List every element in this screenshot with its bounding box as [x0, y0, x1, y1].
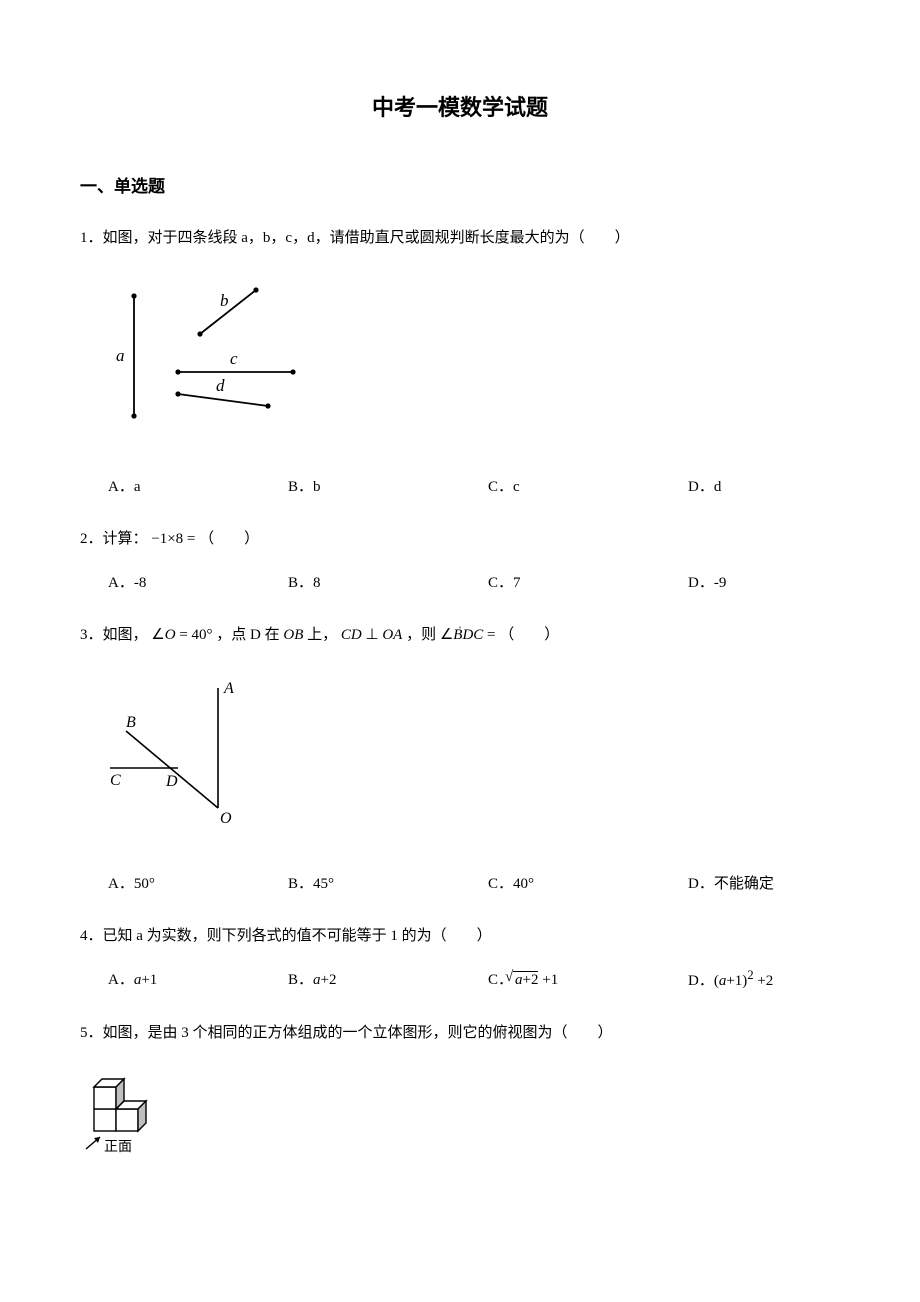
q4-c-tail: +1 — [538, 972, 558, 988]
q3-label-O: O — [220, 810, 232, 827]
q1-options: A．a B．b C．c D．d — [80, 475, 840, 496]
q5-figure: 正面 — [80, 1071, 840, 1171]
section-heading: 一、单选题 — [80, 172, 840, 197]
q3-label-C: C — [110, 772, 121, 789]
q3-figure: A B C D O — [108, 673, 840, 838]
q2-option-c: C．7 — [488, 571, 688, 592]
question-1: 1．如图，对于四条线段 a，b，c，d，请借助直尺或圆规判断长度最大的为（ ） … — [80, 225, 840, 496]
q4-a-val: a+1 — [134, 972, 157, 988]
q3-e4: ∠BDC = — [440, 627, 496, 643]
q2-option-b: B．8 — [288, 571, 488, 592]
q3-e1: ∠O = 40° — [151, 627, 212, 643]
q3-option-c: C．40° — [488, 872, 688, 893]
page-marker: ▪ — [459, 623, 462, 632]
q5-text: 5．如图，是由 3 个相同的正方体组成的一个立体图形，则它的俯视图为（ ） — [80, 1020, 840, 1047]
q1-label-a: a — [116, 346, 125, 365]
q3-p4: ，则 — [406, 627, 440, 643]
q5-front-label: 正面 — [104, 1140, 132, 1155]
q4-b-label: B． — [288, 972, 313, 988]
q4-d-val: (a+1)2 +2 — [714, 973, 773, 989]
q3-label-A: A — [223, 680, 234, 697]
q2-option-d: D．-9 — [688, 571, 838, 592]
q4-b-val: a+2 — [313, 972, 336, 988]
q3-d-label: D． — [688, 876, 714, 892]
q4-option-c: C．√a+2 +1 — [488, 968, 688, 990]
q4-option-b: B．a+2 — [288, 968, 488, 990]
q1-option-a: A．a — [108, 475, 288, 496]
q4-d-tail: +2 — [754, 973, 774, 989]
exam-page: 中考一模数学试题 一、单选题 1．如图，对于四条线段 a，b，c，d，请借助直尺… — [0, 0, 920, 1302]
q1-text: 1．如图，对于四条线段 a，b，c，d，请借助直尺或圆规判断长度最大的为（ ） — [80, 225, 840, 252]
q2-expr: −1×8 = — [151, 531, 195, 547]
q2-text: 2．计算： −1×8 = （ ） — [80, 526, 840, 553]
q3-a-val: 50° — [134, 876, 155, 892]
q4-option-d: D．(a+1)2 +2 — [688, 968, 838, 990]
question-4: 4．已知 a 为实数，则下列各式的值不可能等于 1 的为（ ） A．a+1 B．… — [80, 923, 840, 990]
q3-c-val: 40° — [513, 876, 534, 892]
q4-c-val: √a+2 +1 — [513, 972, 558, 988]
q1-label-d: d — [216, 376, 225, 395]
q3-option-b: B．45° — [288, 872, 488, 893]
q3-p5: （ ） — [499, 627, 559, 643]
q3-p1: 3．如图， — [80, 627, 148, 643]
q1-label-b: b — [220, 291, 229, 310]
q3-c-label: C． — [488, 876, 513, 892]
page-title: 中考一模数学试题 — [80, 90, 840, 122]
q2-prefix: 2．计算： — [80, 531, 148, 547]
q3-label-D: D — [165, 773, 178, 790]
q4-a-label: A． — [108, 972, 134, 988]
q1-option-b: B．b — [288, 475, 488, 496]
question-2: 2．计算： −1×8 = （ ） A．-8 B．8 C．7 D．-9 — [80, 526, 840, 592]
q4-text: 4．已知 a 为实数，则下列各式的值不可能等于 1 的为（ ） — [80, 923, 840, 950]
q3-option-d: D．不能确定 — [688, 872, 838, 893]
q3-options: A．50° B．45° C．40° D．不能确定 — [80, 872, 840, 893]
question-3: 3．如图， ∠O = 40° ，点 D 在 OB 上， CD ⊥ OA ，则 ∠… — [80, 622, 840, 893]
q2-options: A．-8 B．8 C．7 D．-9 — [80, 571, 840, 592]
q3-d-val: 不能确定 — [714, 876, 774, 892]
q1-option-c: C．c — [488, 475, 688, 496]
q3-b-val: 45° — [313, 876, 334, 892]
q2-suffix: （ ） — [199, 531, 259, 547]
q1-option-d: D．d — [688, 475, 838, 496]
q3-label-B: B — [126, 714, 136, 731]
question-5: 5．如图，是由 3 个相同的正方体组成的一个立体图形，则它的俯视图为（ ） — [80, 1020, 840, 1171]
q3-option-a: A．50° — [108, 872, 288, 893]
q4-option-a: A．a+1 — [108, 968, 288, 990]
q3-b-label: B． — [288, 876, 313, 892]
q3-e2: OB — [283, 627, 303, 643]
q3-a-label: A． — [108, 876, 134, 892]
q3-p2: ，点 D 在 — [216, 627, 283, 643]
q3-p3: 上， — [307, 627, 341, 643]
q4-d-label: D． — [688, 973, 714, 989]
q4-options: A．a+1 B．a+2 C．√a+2 +1 D．(a+1)2 +2 — [80, 968, 840, 990]
q1-label-c: c — [230, 349, 238, 368]
q3-e3: CD ⊥ OA — [341, 627, 402, 643]
q2-option-a: A．-8 — [108, 571, 288, 592]
q1-figure: a b c d — [108, 276, 840, 441]
